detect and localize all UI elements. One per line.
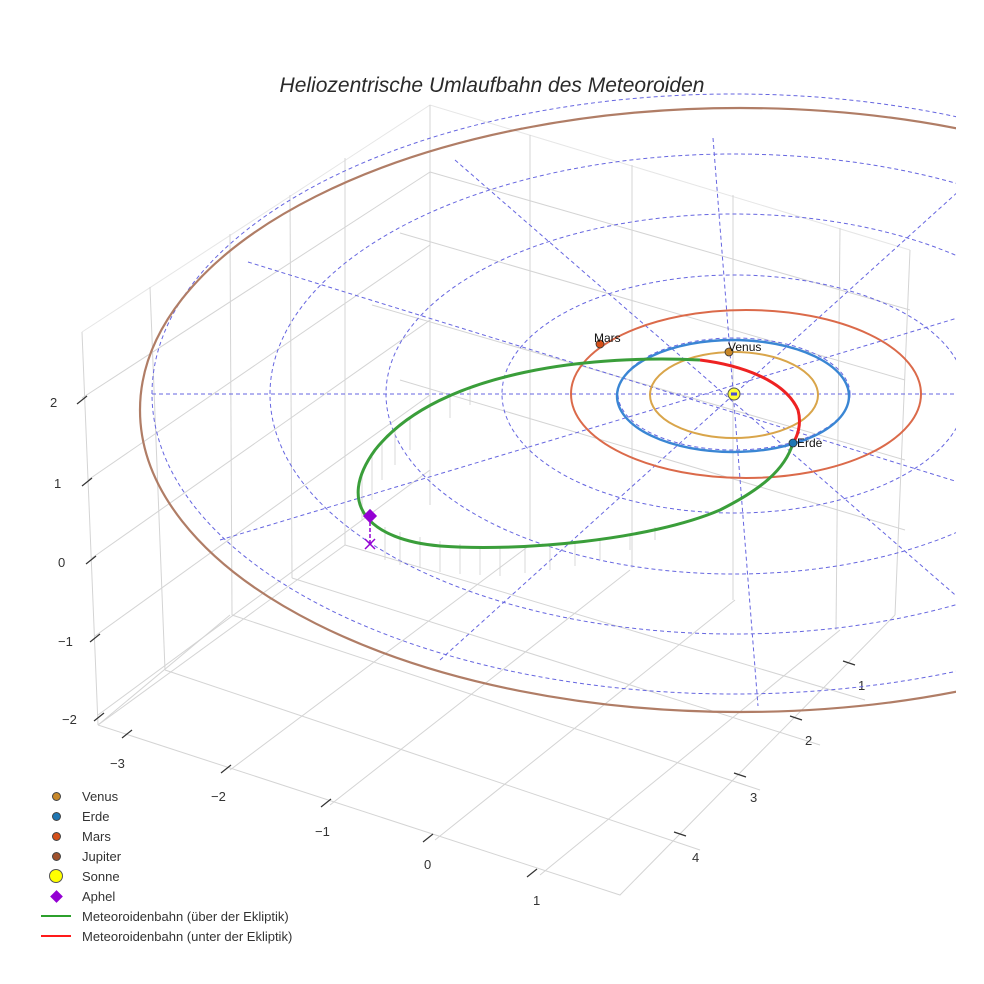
svg-text:−1: −1: [315, 824, 330, 839]
erde-marker[interactable]: [788, 438, 798, 448]
legend-item-erde[interactable]: Erde: [38, 806, 292, 826]
svg-text:2: 2: [50, 395, 57, 410]
svg-text:1: 1: [858, 678, 865, 693]
z-axis-labels: 2 1 0 −1 −2: [50, 395, 77, 727]
aphel-projection-x-icon: [364, 538, 376, 550]
erde-label: Erde: [797, 436, 823, 450]
legend-item-mars[interactable]: Mars: [38, 826, 292, 846]
axis-ticks: [76, 395, 856, 878]
jupiter-dot-icon: [51, 851, 61, 861]
svg-text:0: 0: [424, 857, 431, 872]
svg-text:4: 4: [692, 850, 699, 865]
svg-text:1: 1: [54, 476, 61, 491]
erde-orbit: [615, 338, 851, 454]
legend-item-jupiter[interactable]: Jupiter: [38, 846, 292, 866]
chart-title: Heliozentrische Umlaufbahn des Meteoroid…: [279, 74, 705, 97]
mars-marker[interactable]: [595, 339, 605, 349]
erde-dot-icon: [51, 811, 61, 821]
svg-text:0: 0: [58, 555, 65, 570]
legend-item-orbit-below[interactable]: Meteoroidenbahn (unter der Ekliptik): [38, 926, 292, 946]
meteoroid-orbit-above: [356, 357, 795, 549]
svg-text:2: 2: [805, 733, 812, 748]
meteoroid-orbit-below: [699, 358, 801, 444]
venus-orbit: [649, 351, 819, 439]
aphel-marker[interactable]: [362, 508, 378, 524]
x-axis-labels: −3 −2 −1 0 1: [110, 756, 540, 908]
green-line-icon: [41, 915, 71, 917]
mars-dot-icon: [51, 831, 61, 841]
red-line-icon: [41, 935, 71, 937]
legend: Venus Erde Mars Jupiter Sonne Aphel Mete…: [38, 786, 292, 946]
svg-text:−2: −2: [62, 712, 77, 727]
svg-text:−3: −3: [110, 756, 125, 771]
box-grid: [81, 104, 911, 896]
ecliptic-polar-grid: [151, 93, 956, 707]
legend-item-venus[interactable]: Venus: [38, 786, 292, 806]
legend-item-sonne[interactable]: Sonne: [38, 866, 292, 886]
mars-orbit: [570, 309, 922, 479]
legend-item-aphel[interactable]: Aphel: [38, 886, 292, 906]
sonne-dot-icon: [49, 869, 63, 883]
venus-label: Venus: [728, 340, 761, 354]
svg-text:−2: −2: [211, 789, 226, 804]
sonne-marker[interactable]: [727, 387, 741, 401]
venus-marker[interactable]: [724, 347, 734, 357]
y-axis-labels: 1 2 3 4: [692, 678, 865, 865]
jupiter-orbit: [139, 106, 956, 714]
svg-text:−1: −1: [58, 634, 73, 649]
mars-label: Mars: [594, 331, 621, 345]
svg-text:1: 1: [533, 893, 540, 908]
legend-item-orbit-above[interactable]: Meteoroidenbahn (über der Ekliptik): [38, 906, 292, 926]
svg-text:3: 3: [750, 790, 757, 805]
venus-dot-icon: [51, 791, 61, 801]
aphel-diamond-icon: [49, 889, 63, 903]
